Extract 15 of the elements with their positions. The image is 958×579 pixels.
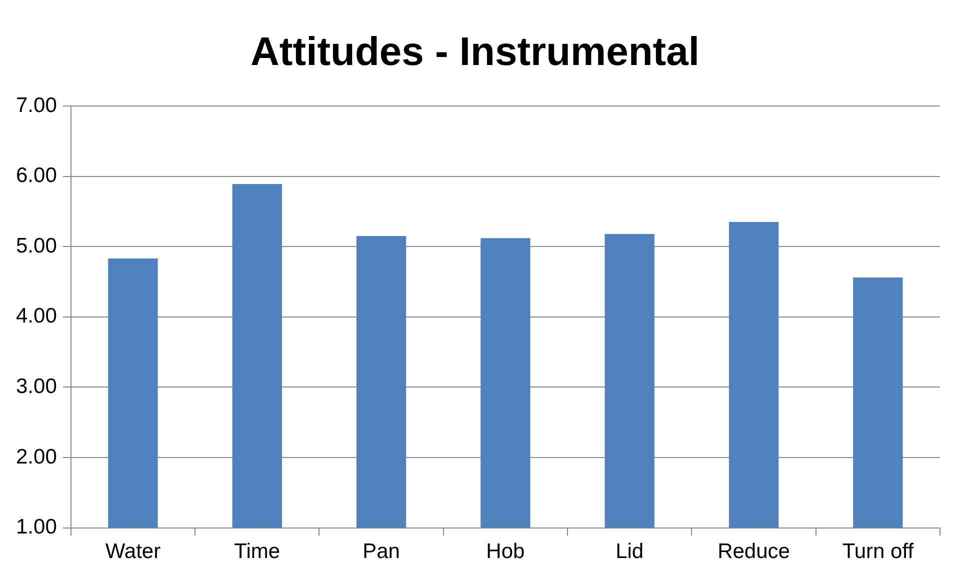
y-tick-label: 3.00 [16,374,57,398]
x-tick-label: Reduce [718,540,790,564]
x-tick-label: Lid [616,540,644,564]
x-tick-label: Hob [486,540,525,564]
y-tick-label: 2.00 [16,445,57,468]
y-tick-label: 6.00 [16,164,57,188]
x-tick-label: Turn off [842,540,914,564]
x-tick-label: Pan [362,540,400,564]
y-tick-label: 1.00 [16,516,57,539]
y-tick-label: 4.00 [16,304,57,328]
chart-title: Attitudes - Instrumental [250,30,700,74]
y-tick-label: 5.00 [16,234,57,258]
x-tick-label: Water [105,540,161,564]
y-tick-label: 7.00 [16,94,57,117]
x-tick-label: Time [234,540,280,564]
